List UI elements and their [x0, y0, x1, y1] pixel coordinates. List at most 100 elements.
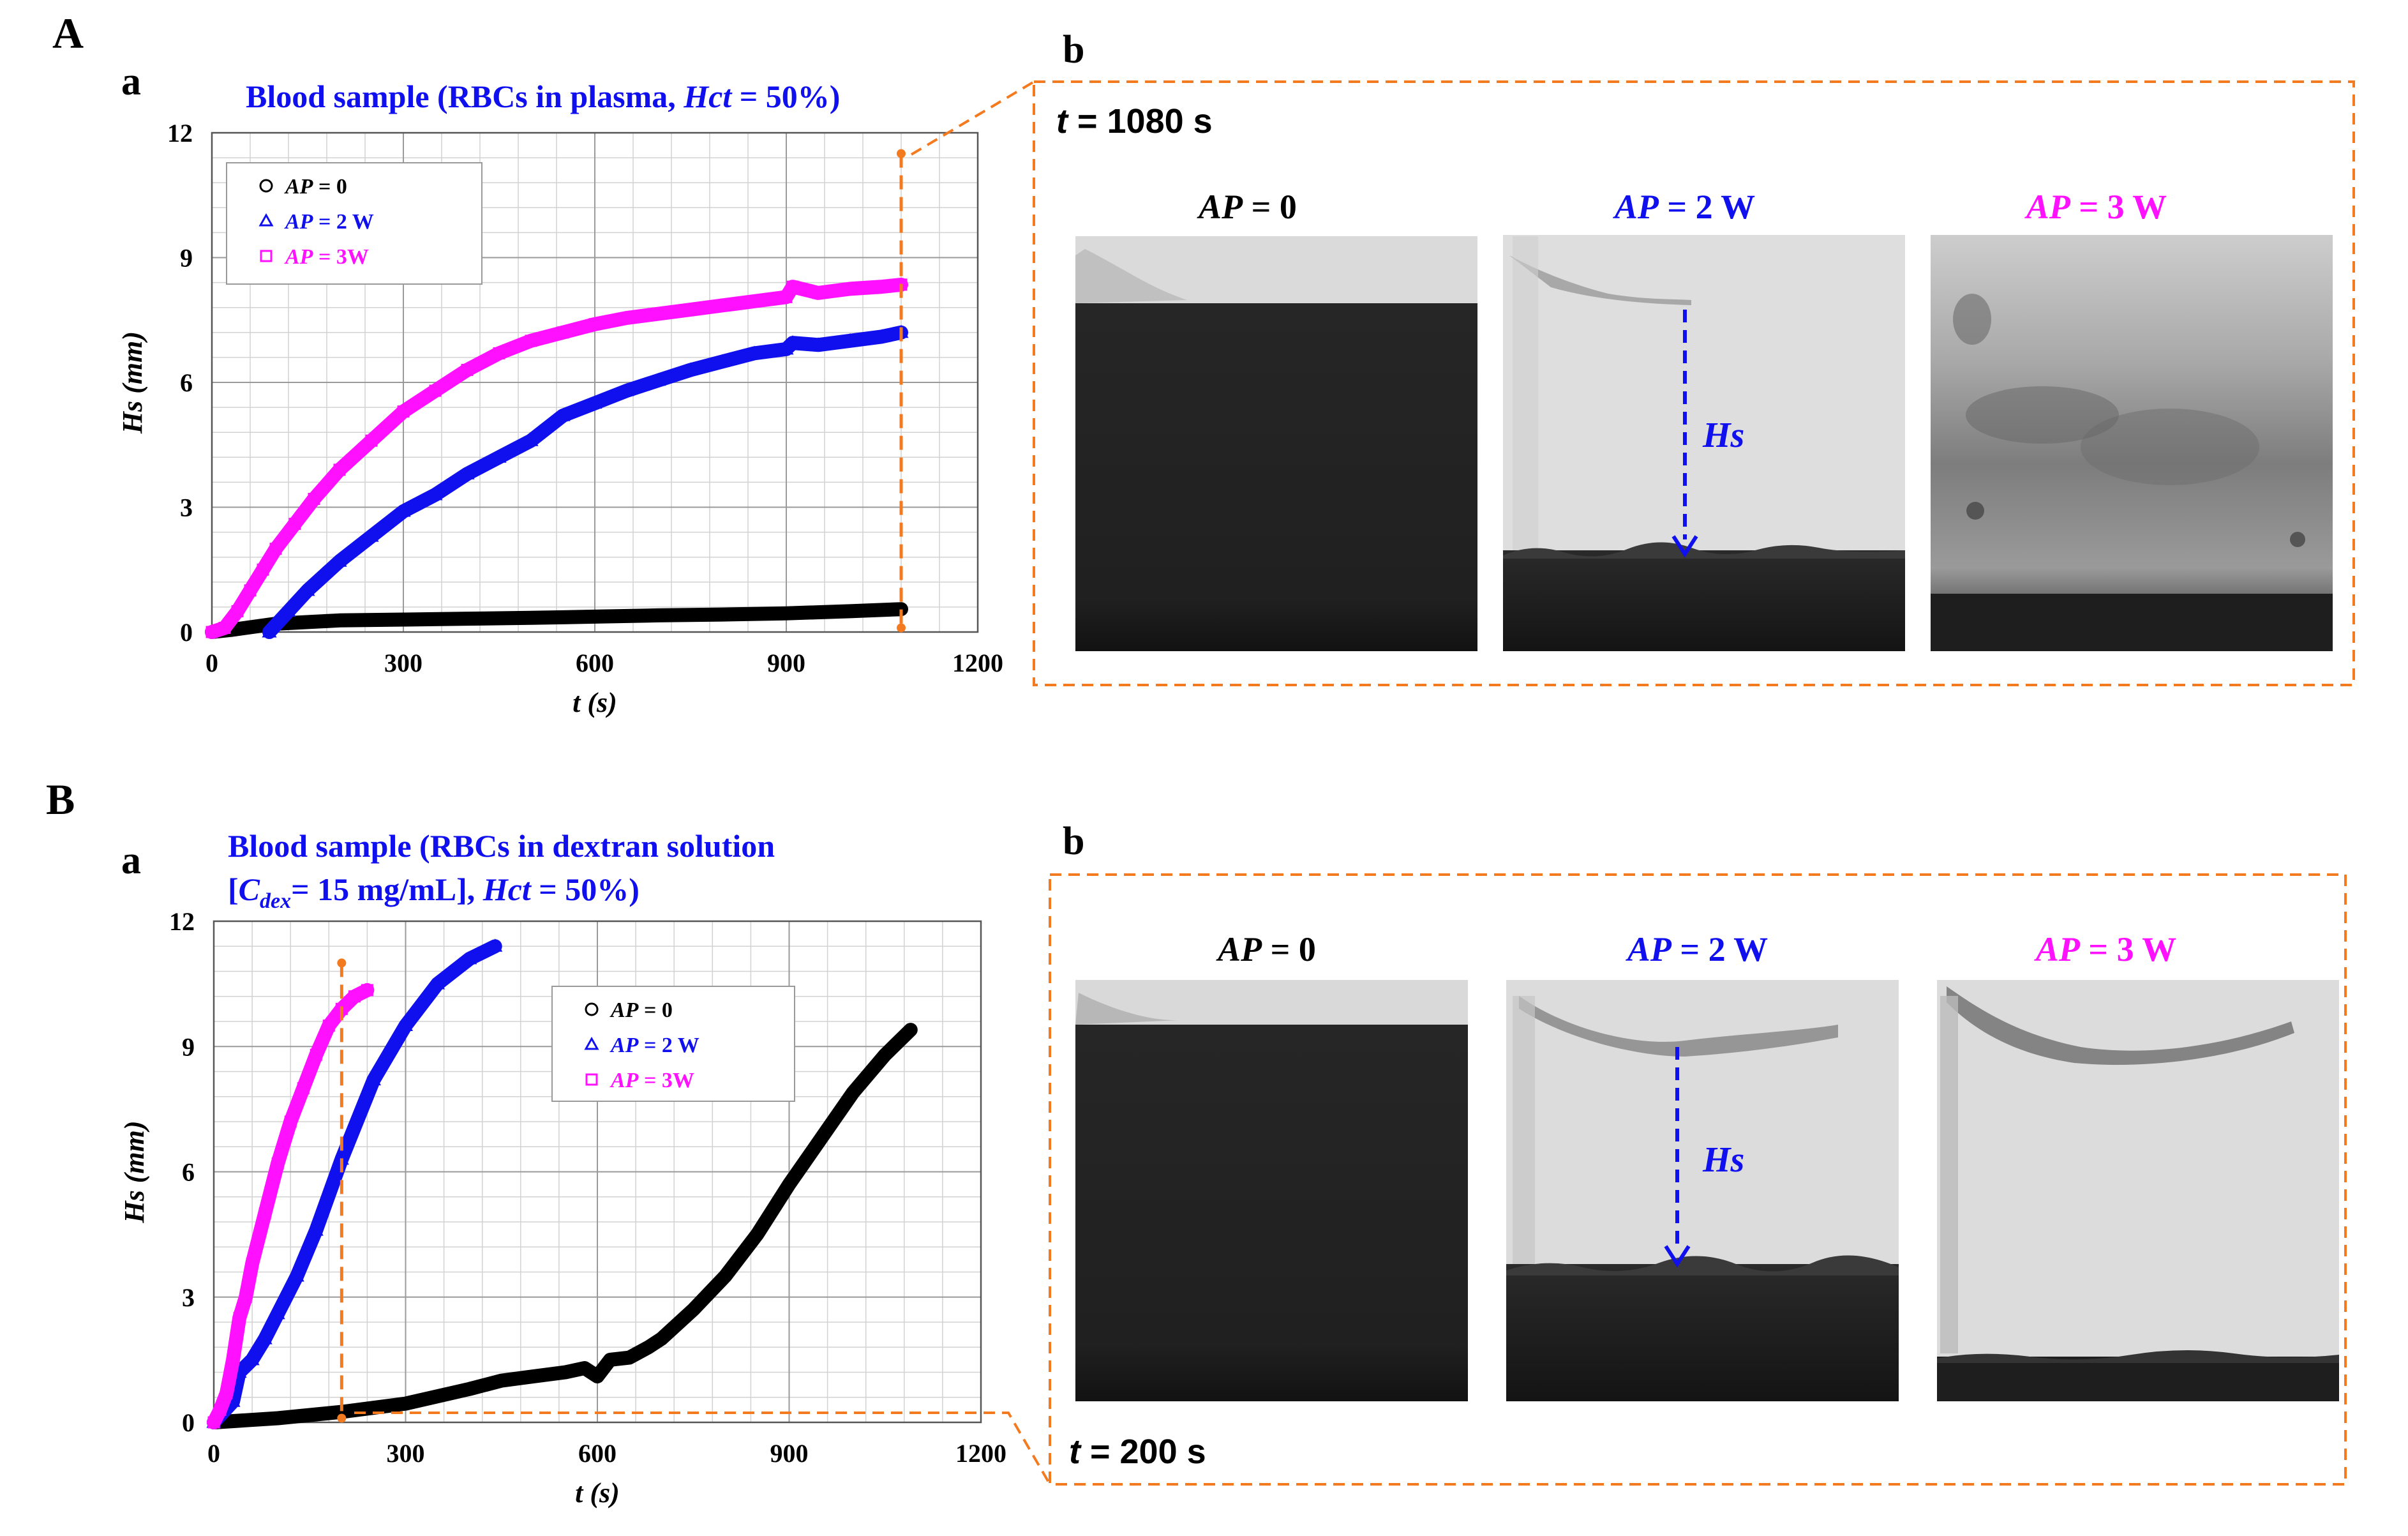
panel-A-photo-ap0 — [1075, 236, 1477, 651]
panel-A-image-frame — [1033, 80, 2355, 686]
data-point — [462, 951, 477, 965]
data-point — [652, 608, 666, 622]
data-point — [239, 1291, 252, 1304]
data-point — [284, 1115, 297, 1128]
legend-marker — [584, 1036, 599, 1050]
data-point — [578, 1361, 592, 1375]
panel-B-photo-ap2: Hs — [1506, 980, 1899, 1401]
data-point — [288, 518, 301, 531]
data-point — [588, 318, 601, 331]
legend-box — [226, 162, 482, 285]
data-point — [748, 295, 761, 308]
data-point — [686, 1302, 700, 1316]
data-point — [846, 1085, 860, 1099]
x-tick-label: 1200 — [952, 649, 1003, 677]
data-point — [322, 1020, 335, 1032]
data-point — [308, 492, 320, 505]
x-tick-label: 0 — [207, 1439, 220, 1468]
data-point — [750, 1228, 764, 1242]
data-point — [812, 287, 825, 299]
data-point — [207, 1416, 220, 1429]
data-point — [524, 611, 538, 625]
data-point — [297, 1082, 310, 1095]
data-point — [779, 606, 793, 621]
plot-frame — [213, 920, 982, 1424]
panel-A-image-label-0: AP = 0 — [1197, 188, 1297, 226]
data-point — [523, 433, 539, 446]
y-tick-label: 0 — [182, 1408, 195, 1437]
y-tick-label: 12 — [169, 907, 195, 936]
data-point — [786, 280, 799, 293]
data-point — [244, 1352, 260, 1366]
data-point — [233, 1311, 246, 1324]
data-point — [428, 486, 443, 501]
data-point — [488, 938, 503, 952]
legend-box — [551, 986, 795, 1102]
legend-marker — [585, 1002, 599, 1016]
panel-B-image-label-1: AP = 2 W — [1626, 930, 1768, 968]
legend-label: AP = 2 W — [609, 1034, 699, 1057]
time-marker-bottom — [897, 623, 906, 633]
data-point — [620, 312, 633, 324]
y-tick-label: 9 — [180, 244, 193, 273]
data-point — [430, 976, 445, 990]
chart-A: 0 300 600 900 1200 0 3 6 9 12 t (s) Hs (mm) AP = 0 AP… — [117, 119, 1003, 718]
y-tick-label: 12 — [167, 119, 193, 147]
data-point — [715, 354, 730, 367]
data-point — [641, 1340, 655, 1354]
data-point — [555, 408, 571, 421]
legend-label: AP = 0 — [284, 175, 347, 199]
panel-B-time-label: t = 200 s — [1069, 1433, 1206, 1471]
chart-A-title: Blood sample (RBCs in plasma, Hct = 50%) — [246, 79, 840, 114]
data-point — [262, 624, 277, 638]
data-point — [269, 543, 282, 555]
legend-marker — [258, 213, 274, 227]
data-point — [258, 1207, 271, 1220]
chart-B-title-line1: Blood sample (RBCs in dextran solution — [228, 828, 775, 864]
panel-B-photo-ap0 — [1075, 980, 1468, 1401]
data-point — [244, 584, 257, 597]
panel-A-letter: A — [52, 9, 84, 57]
data-point — [588, 610, 602, 624]
data-point — [622, 1351, 636, 1365]
x-tick-label: 0 — [206, 649, 218, 677]
y-axis-label: Hs (mm) — [117, 331, 148, 434]
legend-label: AP = 3W — [284, 245, 369, 269]
data-point — [718, 1269, 732, 1283]
data-point — [495, 1374, 509, 1388]
data-point — [227, 1353, 239, 1366]
panel-B-connector — [354, 1412, 1051, 1486]
y-tick-label: 3 — [180, 493, 193, 522]
series-line-ap=0 — [207, 1023, 918, 1429]
x-tick-label: 300 — [384, 649, 423, 677]
data-point — [281, 603, 296, 617]
panel-B-sub-b: b — [1063, 820, 1084, 863]
data-point — [218, 621, 231, 634]
data-point — [603, 1353, 617, 1367]
data-point — [493, 347, 505, 359]
data-point — [716, 299, 729, 312]
data-point — [683, 362, 698, 375]
chart-B-title-line2: [Cdex= 15 mg/mL], Hct = 50%) — [228, 871, 639, 913]
legend-marker — [585, 1073, 598, 1086]
panel-B-sub-a: a — [121, 839, 141, 882]
data-point — [231, 605, 244, 617]
data-point — [654, 1332, 668, 1346]
panel-A-connector — [910, 80, 1035, 156]
x-tick-label: 900 — [770, 1439, 809, 1468]
panel-B-image-label-2: AP = 3 W — [2034, 930, 2176, 968]
data-point — [271, 1411, 285, 1425]
panel-B-photo-ap3 — [1937, 980, 2339, 1401]
data-point — [398, 1018, 414, 1032]
data-point — [220, 1387, 233, 1399]
data-point — [843, 604, 857, 618]
data-point — [780, 290, 793, 303]
y-tick-label: 6 — [180, 368, 193, 397]
data-point — [814, 1131, 828, 1145]
data-point — [289, 1268, 304, 1282]
legend-marker — [260, 250, 273, 262]
data-point — [300, 582, 315, 596]
data-point — [878, 1048, 892, 1062]
data-point — [491, 449, 507, 463]
